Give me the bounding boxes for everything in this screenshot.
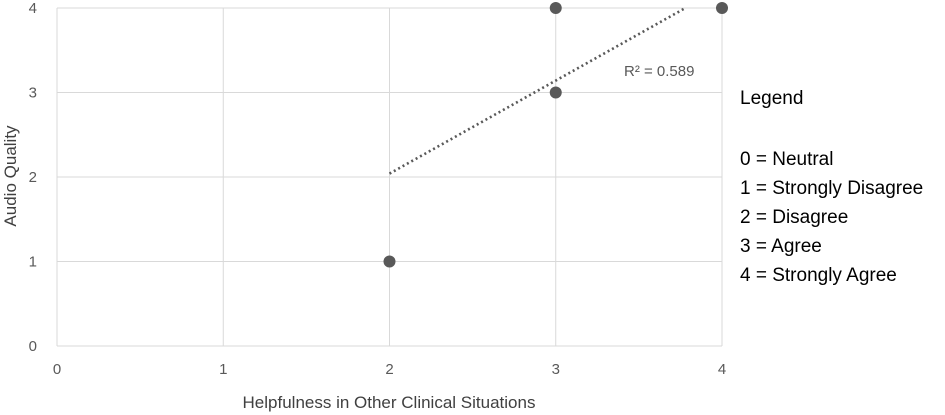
x-tick-label: 0 <box>53 361 61 378</box>
x-tick-label: 3 <box>552 361 560 378</box>
x-tick-label: 1 <box>219 361 227 378</box>
trendline-group <box>388 6 687 175</box>
grid-lines <box>56 7 723 347</box>
data-points <box>383 2 728 268</box>
x-axis-title: Helpfulness in Other Clinical Situations <box>243 393 536 412</box>
data-point <box>383 255 396 268</box>
y-tick-label: 3 <box>29 85 37 102</box>
y-tick-label: 4 <box>29 0 37 17</box>
legend-item: 4 = Strongly Agree <box>740 265 897 286</box>
legend-item: 3 = Agree <box>740 236 822 257</box>
x-tick-labels: 0 1 2 3 4 <box>53 361 726 378</box>
data-point <box>549 86 562 99</box>
legend-item: 2 = Disagree <box>740 207 849 228</box>
y-tick-label: 1 <box>29 254 37 271</box>
legend-title: Legend <box>740 88 804 109</box>
y-tick-label: 2 <box>29 169 37 186</box>
y-tick-labels: 0 1 2 3 4 <box>29 0 37 355</box>
y-tick-label: 0 <box>29 338 37 355</box>
x-tick-label: 2 <box>385 361 393 378</box>
r2-label: R² = 0.589 <box>624 63 694 80</box>
trendline <box>388 6 687 175</box>
data-point <box>549 2 562 14</box>
legend-item: 1 = Strongly Disagree <box>740 178 924 199</box>
legend-item: 0 = Neutral <box>740 149 834 170</box>
y-axis-title: Audio Quality <box>1 125 20 227</box>
legend: Legend 0 = Neutral 1 = Strongly Disagree… <box>740 86 923 290</box>
x-tick-label: 4 <box>718 361 726 378</box>
data-point <box>716 2 728 14</box>
